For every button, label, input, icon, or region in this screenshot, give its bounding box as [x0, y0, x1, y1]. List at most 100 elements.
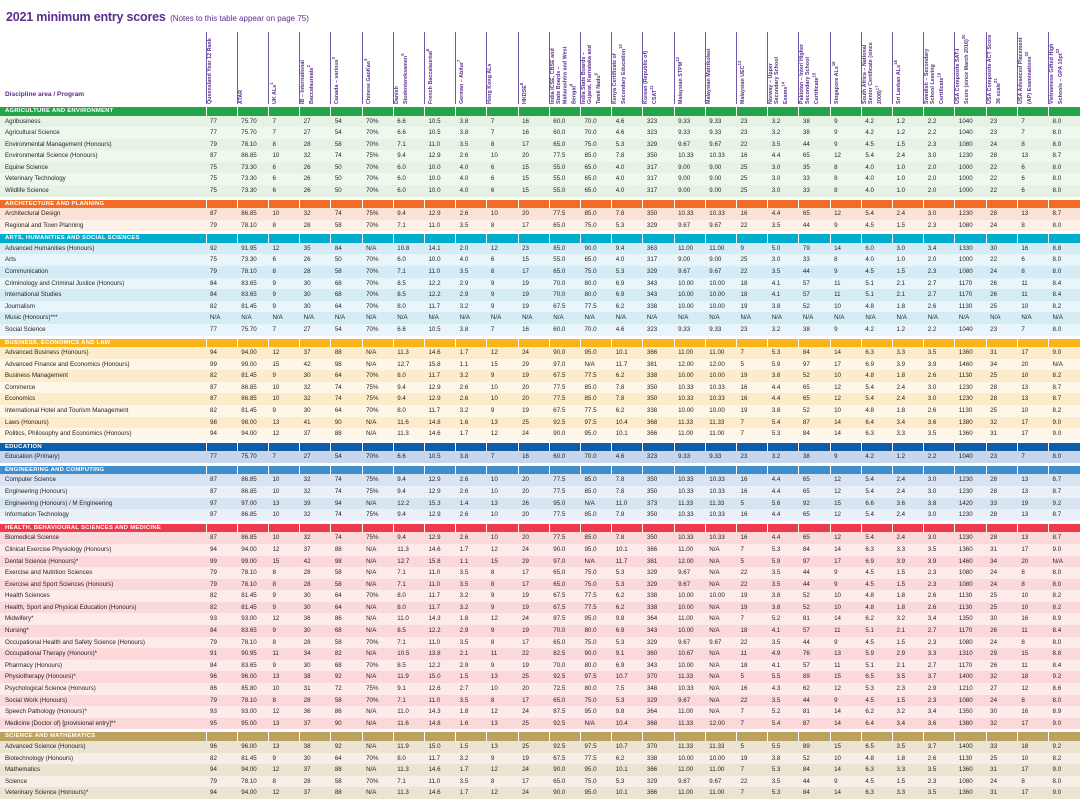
- section-header-cell: [392, 442, 425, 452]
- table-row[interactable]: Arts 75 73.30 6 26 50 70% 6.0 10.0 4.0 6 15 55.0 65.0…: [0, 254, 1080, 267]
- table-row[interactable]: Biomedical Science 87 86.85 10 32 74 75% 9.4 12.…: [0, 532, 1080, 544]
- table-row[interactable]: Politics, Philosophy and Economics (Hono…: [0, 428, 1080, 440]
- table-row[interactable]: Economics 87 86.85 10 32 74 75% 9.4 12.9 2.6 10 20 7…: [0, 393, 1080, 406]
- score-cell: 8.8: [1048, 242, 1080, 255]
- score-cell: 84: [798, 347, 831, 359]
- table-row[interactable]: Criminology and Criminal Justice (Honour…: [0, 277, 1080, 290]
- table-row[interactable]: Health Sciences 82 81.45 9 30 64 70% 8.0 11.7 3.2…: [0, 590, 1080, 602]
- table-row[interactable]: Advanced Science (Honours) 96 96.00 13 38 92 N…: [0, 740, 1080, 753]
- score-cell: 1460: [954, 555, 987, 568]
- table-row[interactable]: Agribusiness 77 75.70 7 27 54 70% 6.6 10.5 3.8 7 16…: [0, 115, 1080, 128]
- section-gap-cell: [0, 335, 1080, 339]
- score-cell: 28: [299, 567, 331, 579]
- score-cell: N/A: [362, 242, 394, 255]
- table-row[interactable]: Education (Primary) 77 75.70 7 27 54 70% 6.6 10.…: [0, 451, 1080, 463]
- section-header-cell: [548, 523, 581, 533]
- table-row[interactable]: Midwifery* 93 93.00 12 36 86 N/A 11.0 14.3 1.8 12 2…: [0, 613, 1080, 626]
- table-row[interactable]: International Studies 84 83.65 9 30 68 70% 8.5 1…: [0, 289, 1080, 301]
- table-row[interactable]: Laws (Honours) 98 98.00 13 41 90 N/A 11.6 14.8 1.…: [0, 416, 1080, 429]
- section-header-cell: [236, 234, 269, 243]
- score-cell: 16: [736, 150, 768, 162]
- table-row[interactable]: Biotechnology (Honours) 82 81.45 9 30 64 70% 8.…: [0, 752, 1080, 765]
- table-row[interactable]: Mathematics 94 94.00 12 37 88 N/A 11.3 14.6 1.7 12…: [0, 764, 1080, 776]
- score-cell: 10: [486, 208, 519, 220]
- table-row[interactable]: Environmental Science (Honours) 87 86.85 10…: [0, 150, 1080, 162]
- score-cell: 10.0: [424, 161, 456, 174]
- score-cell: 19: [736, 300, 768, 313]
- table-row[interactable]: Veterinary Technology 75 73.30 6 26 50 70% 6.0 1…: [0, 173, 1080, 186]
- table-row[interactable]: Science 79 78.10 8 28 58 70% 7.1 11.0 3.5 8 17 65.0 7…: [0, 775, 1080, 788]
- table-row[interactable]: Psychological Science (Honours) 86 85.80 10…: [0, 683, 1080, 695]
- score-cell: 70.0: [580, 127, 612, 139]
- table-row[interactable]: Advanced Humanities (Honours) 92 91.95 12 35…: [0, 242, 1080, 255]
- score-cell: 25: [736, 185, 768, 197]
- table-row[interactable]: Computer Science 87 86.85 10 32 74 75% 9.4 12.9 2…: [0, 474, 1080, 487]
- table-row[interactable]: Engineering (Honours) / M Engineering 97 9…: [0, 497, 1080, 510]
- section-header-cell: [954, 234, 987, 243]
- section-header-cell: [798, 732, 831, 741]
- table-row[interactable]: Information Technology 87 86.85 10 32 74 75% 9.…: [0, 509, 1080, 521]
- table-row[interactable]: Exercise and Sport Sciences (Honours) 79 7…: [0, 578, 1080, 591]
- table-row[interactable]: International Hotel and Tourism Manageme…: [0, 405, 1080, 417]
- score-cell: 1380: [954, 717, 987, 730]
- score-cell: 9: [268, 659, 300, 672]
- table-row[interactable]: Architectural Design 87 86.85 10 32 74 75% 9.4 1…: [0, 208, 1080, 220]
- score-cell: 12.6: [424, 683, 456, 695]
- table-row[interactable]: Clinical Exercise Physiology (Honours) 94…: [0, 543, 1080, 556]
- score-cell: 22: [736, 775, 768, 788]
- program-name: Biotechnology (Honours): [0, 752, 207, 765]
- score-cell: 75.0: [580, 775, 612, 788]
- table-row[interactable]: Journalism 82 81.45 9 30 64 70% 8.0 11.7 3.2 9 19 67…: [0, 300, 1080, 313]
- table-row[interactable]: Wildlife Science 75 73.30 6 26 50 70% 6.0 10.0 4.…: [0, 185, 1080, 197]
- section-header-cell: [423, 523, 456, 533]
- score-cell: 1400: [954, 740, 987, 753]
- score-cell: 19: [518, 590, 550, 602]
- table-row[interactable]: Exercise and Nutrition Sciences 79 78.10 8 2…: [0, 567, 1080, 579]
- score-cell: 20: [518, 486, 550, 498]
- section-header-cell: [892, 107, 924, 116]
- section-header-cell: [704, 199, 737, 209]
- column-header-sri-lankan-als: Sri Lankan ALs18: [892, 32, 924, 104]
- table-row[interactable]: Engineering (Honours) 87 86.85 10 32 74 75% 9.4…: [0, 486, 1080, 498]
- section-header-cell: [642, 199, 675, 209]
- score-cell: 3.2: [455, 370, 487, 382]
- table-row[interactable]: Commerce 87 86.85 10 32 74 75% 9.4 12.9 2.6 10 20 77…: [0, 381, 1080, 394]
- program-name: Dental Science (Honours)*: [0, 555, 207, 568]
- table-row[interactable]: Pharmacy (Honours) 84 83.65 9 30 68 70% 8.5 12.2…: [0, 659, 1080, 672]
- score-cell: N/A: [362, 625, 394, 637]
- table-row[interactable]: Occupational Therapy (Honours)* 91 90.95 11…: [0, 648, 1080, 660]
- table-row[interactable]: Advanced Finance and Economics (Honours)…: [0, 358, 1080, 371]
- score-cell: N/A: [330, 312, 363, 324]
- table-row[interactable]: Equine Science 75 73.30 6 26 50 70% 6.0 10.0 4.0 6…: [0, 161, 1080, 174]
- table-row[interactable]: Medicine (Doctor of) [provisional entry]…: [0, 717, 1080, 730]
- table-row[interactable]: Veterinary Science (Honours)* 94 94.00 12 37…: [0, 787, 1080, 799]
- table-row[interactable]: Music (Honours)*** N/A N/A N/A N/A N/A N/A N/A N…: [0, 312, 1080, 324]
- score-cell: 370: [642, 671, 675, 684]
- section-header-cell: [829, 234, 862, 243]
- score-cell: 8.6: [1048, 683, 1080, 695]
- score-cell: 6.3: [861, 764, 893, 776]
- score-cell: 24: [986, 636, 1018, 649]
- table-row[interactable]: Communication 79 78.10 8 28 58 70% 7.1 11.0 3.5 8 1…: [0, 266, 1080, 278]
- score-cell: 6: [486, 161, 519, 174]
- score-cell: 84: [798, 764, 831, 776]
- table-row[interactable]: Business Management 82 81.45 9 30 64 70% 8.0 11.…: [0, 370, 1080, 382]
- score-cell: 9: [486, 625, 519, 637]
- table-row[interactable]: Advanced Business (Honours) 94 94.00 12 37 88…: [0, 347, 1080, 359]
- table-row[interactable]: Social Science 77 75.70 7 27 54 70% 6.6 10.5 3.8 7…: [0, 324, 1080, 336]
- table-row[interactable]: Health, Sport and Physical Education (Ho…: [0, 601, 1080, 614]
- table-row[interactable]: Physiotherapy (Honours)* 96 96.00 13 38 92 N/A…: [0, 671, 1080, 684]
- score-cell: 12: [486, 347, 519, 359]
- table-row[interactable]: Nursing* 84 83.65 9 30 68 N/A 8.5 12.2 2.9 9 19 70.0…: [0, 625, 1080, 637]
- table-row[interactable]: Dental Science (Honours)* 99 99.00 15 42 98 N/…: [0, 555, 1080, 568]
- table-row[interactable]: Regional and Town Planning 79 78.10 8 28 58 70…: [0, 219, 1080, 232]
- table-row[interactable]: Environmental Management (Honours) 79 78.1…: [0, 138, 1080, 151]
- score-cell: 338: [642, 405, 675, 417]
- score-cell: 11.6: [393, 416, 425, 429]
- score-cell: 1.2: [892, 324, 924, 336]
- score-cell: 12: [268, 787, 300, 799]
- table-row[interactable]: Agricultural Science 77 75.70 7 27 54 70% 6.6 10…: [0, 127, 1080, 139]
- table-row[interactable]: Social Work (Honours) 79 78.10 8 28 58 70% 7.1 1…: [0, 694, 1080, 707]
- column-header-row: Discipline area / Program Queensland Year…: [0, 32, 1080, 104]
- table-row[interactable]: Occupational Health and Safety Science (…: [0, 636, 1080, 649]
